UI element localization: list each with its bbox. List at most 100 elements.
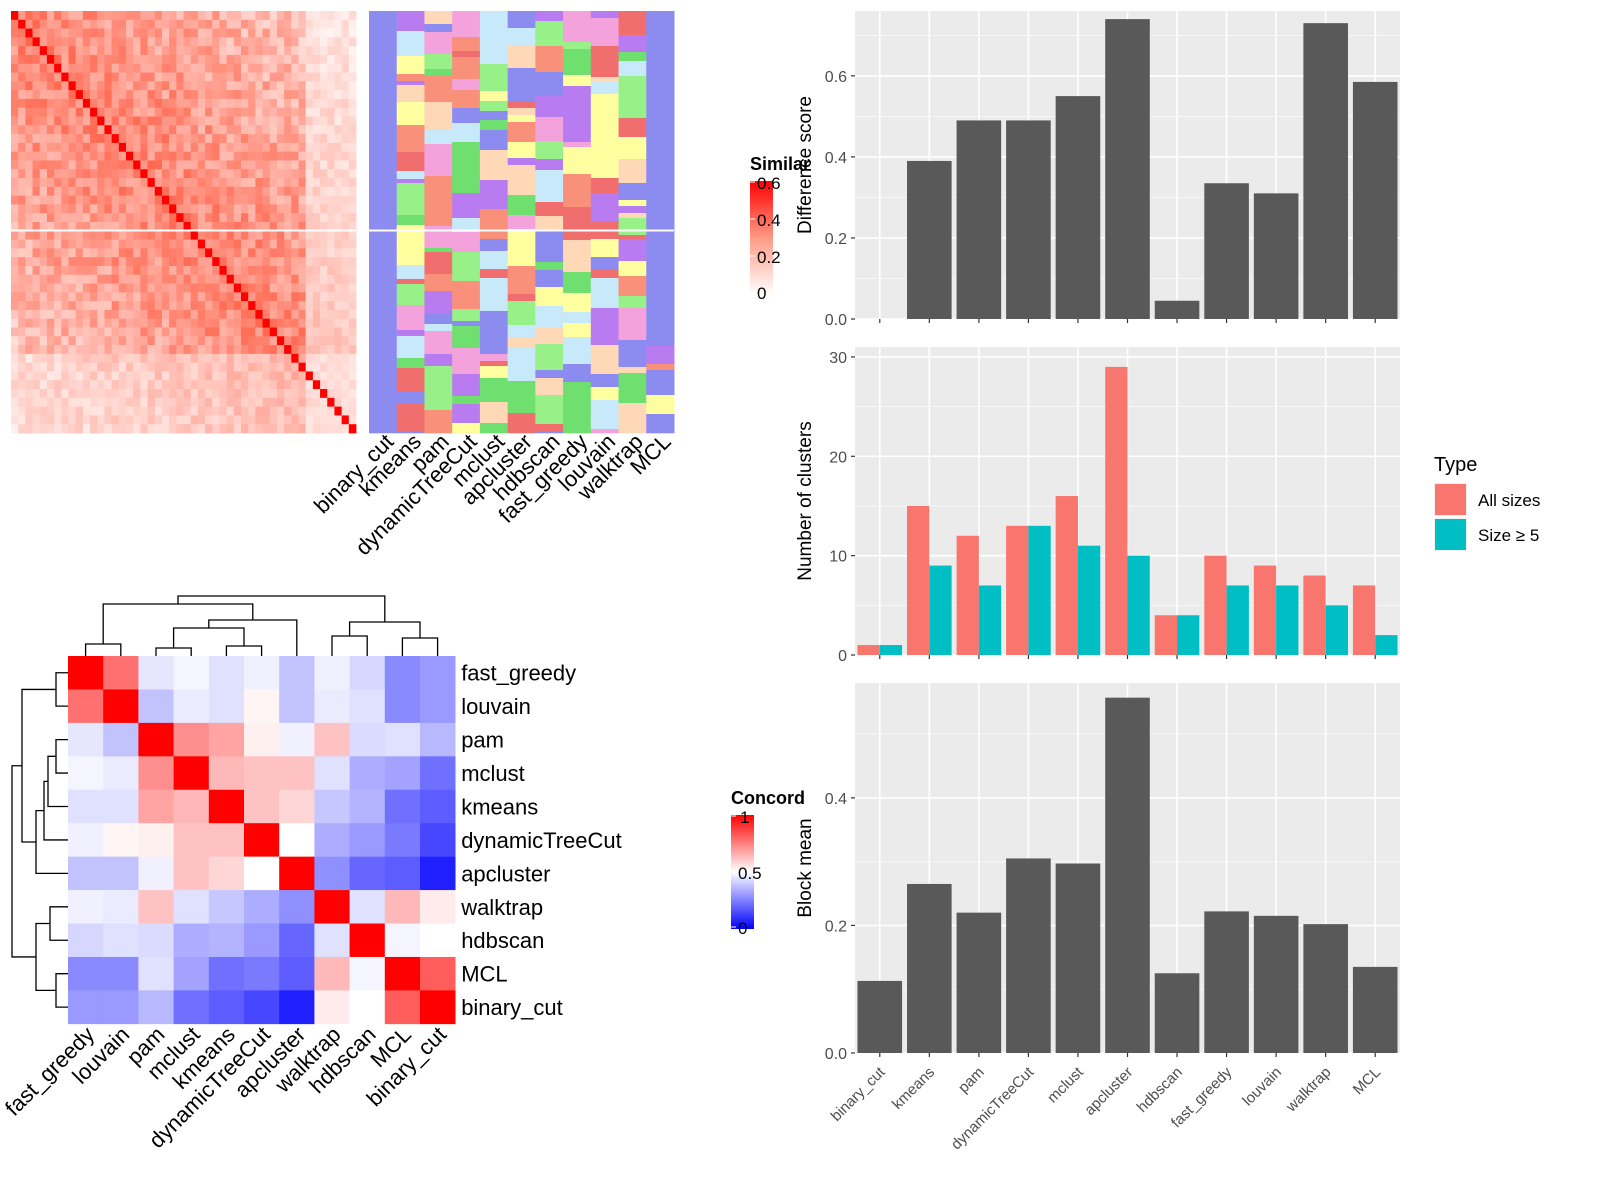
similarity-cell [248, 72, 256, 82]
assignment-block [618, 367, 647, 374]
similarity-cell [248, 54, 256, 65]
x-tick-label: dynamicTreeCut [948, 1063, 1038, 1153]
similarity-cell [341, 283, 350, 293]
similarity-cell [61, 424, 69, 434]
similarity-cell [25, 292, 33, 302]
similarity-cell [298, 90, 307, 100]
similarity-cell [54, 54, 62, 65]
legend-key [1435, 519, 1466, 550]
concordance-cell [68, 956, 104, 991]
similarity-cell [68, 336, 77, 346]
similarity-cell [312, 28, 321, 38]
similarity-cell [305, 309, 314, 320]
similarity-cell [90, 151, 98, 161]
assignment-block [535, 395, 564, 425]
similarity-cell [226, 213, 235, 223]
bar [907, 883, 952, 1053]
similarity-cell [46, 116, 55, 126]
similarity-cell [341, 125, 350, 135]
similarity-cell [18, 265, 26, 276]
similarity-cell [269, 204, 278, 214]
similarity-cell [269, 230, 278, 240]
assignment-block [646, 364, 675, 371]
similarity-cell [97, 63, 105, 73]
similarity-cell [75, 54, 84, 65]
similarity-cell [18, 125, 26, 135]
y-axis-title: Difference score [795, 96, 816, 234]
similarity-cell [348, 406, 357, 416]
assignment-block [479, 11, 509, 44]
assignment-block [618, 296, 647, 309]
similarity-cell [18, 336, 26, 346]
similarity-cell [169, 336, 177, 346]
similarity-cell [11, 292, 19, 302]
similarity-cell [212, 46, 220, 56]
similarity-cell [126, 283, 134, 293]
similarity-cell [269, 213, 278, 223]
similarity-cell [111, 239, 120, 249]
similarity-cell [54, 186, 62, 197]
similarity-cell [140, 160, 148, 170]
similarity-cell [32, 345, 41, 355]
similarity-cell [341, 380, 350, 390]
assignment-block [479, 331, 509, 355]
similarity-cell [54, 213, 62, 223]
similarity-cell [118, 169, 127, 179]
similarity-cell [348, 318, 357, 328]
similarity-cell [169, 292, 177, 302]
similarity-cell [183, 37, 192, 47]
similarity-cell [140, 336, 148, 346]
concordance-cell [208, 890, 245, 924]
similarity-cell [111, 134, 120, 144]
similarity-cell [291, 213, 299, 223]
similarity-cell [104, 301, 113, 311]
concordance-cell [173, 956, 210, 991]
similarity-cell [298, 265, 307, 276]
concordance-cell [244, 856, 280, 891]
similarity-cell [11, 54, 19, 65]
similarity-cell [327, 353, 335, 364]
similarity-cell [118, 239, 127, 249]
similarity-cell [262, 178, 271, 188]
similarity-cell [126, 28, 134, 38]
similarity-cell [104, 248, 113, 258]
similarity-cell [54, 11, 62, 21]
bar [1253, 193, 1299, 319]
similarity-cell [248, 90, 256, 100]
similarity-cell [276, 301, 285, 311]
similarity-cell [312, 134, 321, 144]
similarity-cell [104, 142, 113, 153]
similarity-cell [305, 54, 314, 65]
similarity-cell [341, 230, 350, 240]
similarity-cell [284, 309, 292, 320]
assignment-block [479, 150, 509, 181]
similarity-cell [212, 371, 220, 381]
similarity-cell [212, 222, 220, 232]
similarity-cell [197, 239, 206, 249]
similarity-cell [90, 353, 98, 364]
similarity-cell [61, 178, 69, 188]
concordance-cell [138, 990, 174, 1025]
similarity-cell [262, 222, 271, 232]
similarity-cell [327, 274, 335, 284]
similarity-cell [312, 151, 321, 161]
assignment-block [646, 188, 675, 211]
similarity-cell [25, 371, 33, 381]
similarity-cell [183, 11, 192, 21]
assignment-block [452, 309, 481, 322]
similarity-cell [284, 54, 292, 65]
similarity-cell [255, 345, 263, 355]
similarity-cell [284, 397, 292, 408]
similarity-cell [341, 424, 350, 434]
assignment-block [590, 328, 620, 346]
similarity-cell [298, 345, 307, 355]
assignment-block [646, 93, 675, 100]
similarity-cell [205, 345, 213, 355]
similarity-cell [233, 301, 242, 311]
similarity-cell [269, 160, 278, 170]
similarity-cell [39, 415, 48, 425]
similarity-cell [241, 28, 249, 38]
similarity-cell [68, 380, 77, 390]
similarity-cell [183, 257, 192, 267]
similarity-cell [327, 134, 335, 144]
